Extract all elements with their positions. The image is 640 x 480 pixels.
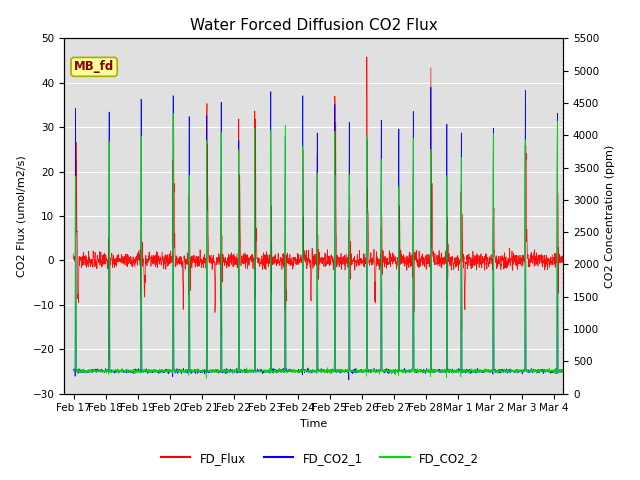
- Text: MB_fd: MB_fd: [74, 60, 114, 73]
- Legend: FD_Flux, FD_CO2_1, FD_CO2_2: FD_Flux, FD_CO2_1, FD_CO2_2: [156, 447, 484, 469]
- Y-axis label: CO2 Flux (umol/m2/s): CO2 Flux (umol/m2/s): [17, 155, 27, 277]
- X-axis label: Time: Time: [300, 419, 327, 429]
- Y-axis label: CO2 Concentration (ppm): CO2 Concentration (ppm): [605, 144, 615, 288]
- Title: Water Forced Diffusion CO2 Flux: Water Forced Diffusion CO2 Flux: [189, 18, 438, 33]
